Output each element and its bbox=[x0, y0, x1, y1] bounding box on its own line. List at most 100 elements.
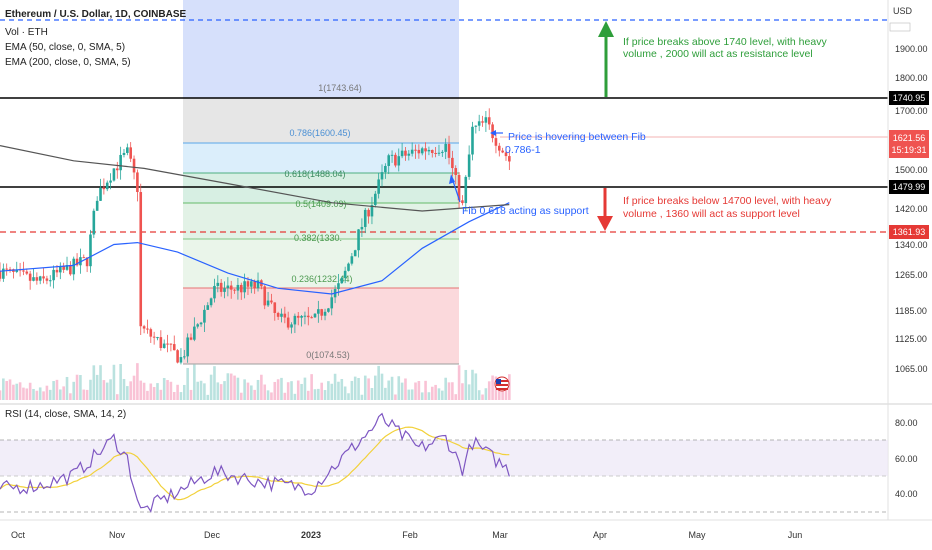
volume-bar bbox=[306, 390, 310, 400]
volume-bar bbox=[481, 394, 484, 400]
symbol-title[interactable]: Ethereum / U.S. Dollar, 1D, COINBASE bbox=[5, 9, 186, 20]
candle-body bbox=[337, 283, 340, 290]
volume-bar bbox=[219, 384, 223, 400]
volume-bar bbox=[296, 380, 300, 400]
candle-body bbox=[115, 168, 119, 171]
volume-bar bbox=[491, 375, 494, 400]
volume-bar bbox=[394, 394, 397, 400]
candle-body bbox=[347, 263, 350, 271]
candle-body bbox=[48, 280, 52, 282]
candle-body bbox=[508, 156, 511, 162]
volume-bar bbox=[387, 380, 391, 400]
price-axis[interactable]: USD 1900.00 1800.00 1700.00 1500.00 1420… bbox=[889, 6, 929, 374]
candle-body bbox=[15, 269, 19, 272]
chart-legend[interactable]: Ethereum / U.S. Dollar, 1D, COINBASE Vol… bbox=[5, 9, 186, 68]
volume-bar bbox=[270, 392, 273, 400]
annotations[interactable]: If price breaks above 1740 level, with h… bbox=[449, 21, 832, 231]
fib-label-0786: 0.786(1600.45) bbox=[289, 128, 350, 138]
rsi-pane[interactable]: RSI (14, close, SMA, 14, 2) 80.00 60.00 … bbox=[0, 409, 918, 513]
candle-body bbox=[176, 350, 179, 363]
last-price-tag-text: 1621.56 bbox=[893, 133, 926, 143]
candle-body bbox=[236, 284, 240, 291]
volume-bar bbox=[417, 381, 421, 400]
volume-bar bbox=[434, 384, 437, 400]
price-tick-1500: 1500.00 bbox=[895, 165, 928, 175]
price-tick-1700: 1700.00 bbox=[895, 106, 928, 116]
event-flag-icon[interactable] bbox=[494, 376, 510, 392]
time-label-feb: Feb bbox=[402, 530, 418, 540]
volume-bar bbox=[427, 392, 431, 400]
volume-bar bbox=[189, 389, 193, 400]
volume-bar bbox=[209, 374, 213, 400]
volume-bar bbox=[18, 382, 22, 400]
volume-bar bbox=[136, 363, 139, 400]
candle-body bbox=[300, 315, 303, 318]
volume-bar bbox=[38, 387, 42, 400]
candle-body bbox=[363, 209, 367, 227]
candle-body bbox=[266, 300, 270, 306]
volume-bar bbox=[508, 374, 511, 400]
time-axis[interactable]: Oct Nov Dec 2023 Feb Mar Apr May Jun bbox=[11, 530, 802, 540]
candle-body bbox=[38, 276, 42, 281]
volume-bar bbox=[176, 384, 179, 400]
volume-bar bbox=[89, 379, 92, 400]
fib-band-0618-05 bbox=[183, 173, 459, 203]
price-tick-1900: 1900.00 bbox=[895, 44, 928, 54]
volume-bar bbox=[333, 373, 337, 400]
rsi-title[interactable]: RSI (14, close, SMA, 14, 2) bbox=[5, 409, 126, 420]
candle-body bbox=[303, 315, 307, 317]
volume-bar bbox=[390, 376, 394, 400]
volume-bar bbox=[216, 382, 220, 400]
fib-retracement[interactable]: 1(1743.64) 0.786(1600.45) 0.618(1488.04)… bbox=[183, 0, 459, 365]
volume-bar bbox=[286, 382, 290, 400]
volume-legend[interactable]: Vol · ETH bbox=[5, 27, 48, 38]
volume-bar bbox=[85, 389, 89, 400]
candle-body bbox=[179, 357, 183, 363]
candle-body bbox=[430, 149, 434, 154]
volume-bar bbox=[303, 377, 307, 400]
ema200-legend[interactable]: EMA (200, close, 0, SMA, 5) bbox=[5, 57, 131, 68]
volume-bar bbox=[363, 375, 367, 400]
fib-band-1-0786 bbox=[183, 98, 459, 143]
volume-bar bbox=[0, 390, 2, 400]
volume-bar bbox=[48, 389, 52, 400]
volume-bar bbox=[451, 382, 454, 400]
volume-bar bbox=[179, 392, 183, 400]
fib-selection-band bbox=[183, 0, 459, 98]
volume-bar bbox=[223, 381, 226, 400]
candle-body bbox=[270, 300, 273, 303]
resistance-price-tag bbox=[889, 91, 929, 105]
volume-bar bbox=[293, 393, 297, 400]
candle-body bbox=[441, 151, 444, 153]
candle-body bbox=[424, 148, 427, 152]
candle-body bbox=[45, 278, 49, 281]
volume-bar bbox=[233, 375, 236, 400]
volume-bar bbox=[236, 377, 240, 400]
time-label-jun: Jun bbox=[788, 530, 803, 540]
candle-body bbox=[223, 288, 226, 292]
horizontal-levels[interactable] bbox=[0, 19, 888, 233]
volume-bar bbox=[12, 384, 15, 400]
fib-label-0618: 0.618(1488.04) bbox=[284, 169, 345, 179]
candle-body bbox=[162, 343, 166, 348]
volume-bar bbox=[283, 392, 287, 400]
fib-label-05: 0.5(1409.09) bbox=[295, 199, 346, 209]
volume-bar bbox=[501, 386, 504, 400]
candle-body bbox=[367, 209, 370, 217]
price-tick-1065: 1065.00 bbox=[895, 364, 928, 374]
time-label-apr: Apr bbox=[593, 530, 607, 540]
volume-bar bbox=[5, 381, 9, 400]
candle-body bbox=[394, 154, 397, 166]
fib-band-05-0382 bbox=[183, 203, 459, 239]
candle-body bbox=[122, 152, 126, 155]
volume-bar bbox=[199, 380, 203, 400]
volume-bar bbox=[52, 381, 55, 400]
volume-bar bbox=[256, 379, 260, 400]
candle-body bbox=[243, 281, 246, 293]
volume-bar bbox=[504, 383, 508, 400]
candle-body bbox=[169, 343, 173, 345]
volume-bar bbox=[420, 392, 424, 400]
currency-label: USD bbox=[893, 6, 913, 16]
ema50-legend[interactable]: EMA (50, close, 0, SMA, 5) bbox=[5, 42, 125, 53]
